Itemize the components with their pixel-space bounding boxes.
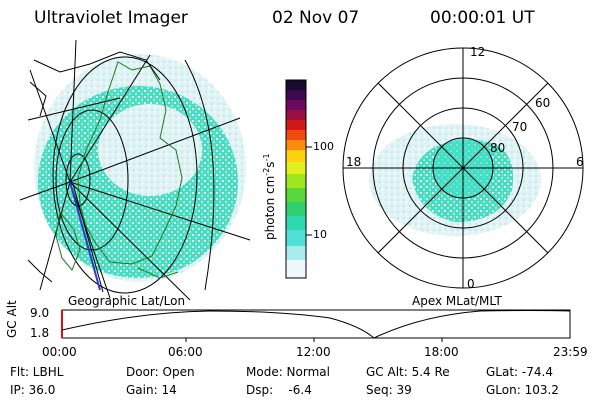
mlt-label-6: 6 [576, 155, 584, 169]
colorbar [285, 79, 312, 279]
altitude-curve [61, 310, 571, 339]
info-mode: Mode: Normal [246, 365, 330, 379]
altitude-plot [61, 309, 571, 342]
info-seq: Seq: 39 [366, 383, 412, 397]
geo-coastlines [55, 61, 183, 279]
polar-panel [342, 47, 584, 289]
altitude-ylabel: GC Alt [5, 300, 19, 338]
info-ip: IP: 36.0 [10, 383, 56, 397]
xtick-2359: 23:59 [553, 345, 588, 359]
xtick-1200: 12:00 [296, 345, 331, 359]
mlat-label-60: 60 [535, 96, 551, 110]
geo-continent-outline [27, 51, 161, 283]
info-gain: Gain: 14 [126, 383, 177, 397]
info-filter: Flt: LBHL [10, 365, 64, 379]
mlt-label-18: 18 [346, 155, 362, 169]
altitude-ytick-top: 9.0 [30, 306, 50, 320]
colorbar-unit-label: photon cm-2s-1 [262, 153, 277, 240]
xtick-0000: 00:00 [42, 345, 77, 359]
mlt-label-12: 12 [470, 45, 486, 59]
info-glat: GLat: -74.4 [486, 365, 553, 379]
xtick-1800: 18:00 [424, 345, 459, 359]
info-door: Door: Open [126, 365, 195, 379]
instrument-title: Ultraviolet Imager [34, 8, 188, 28]
info-dsp: Dsp: -6.4 [246, 383, 312, 397]
time-label: 00:00:01 UT [430, 8, 535, 28]
info-glon: GLon: 103.2 [486, 383, 559, 397]
polar-caption: Apex MLat/MLT [412, 294, 502, 308]
geo-oval-center [98, 104, 202, 196]
geographic-caption: Geographic Lat/Lon [68, 294, 186, 308]
geographic-panel [19, 39, 251, 301]
mlat-label-70: 70 [512, 120, 528, 134]
mlat-label-80: 80 [490, 141, 506, 155]
info-gc-alt: GC Alt: 5.4 Re [366, 365, 450, 379]
xtick-0600: 06:00 [168, 345, 203, 359]
satellite-track [69, 181, 101, 291]
altitude-ytick-bottom: 1.8 [30, 326, 50, 340]
geo-grid [19, 39, 251, 301]
mlt-label-0: 0 [467, 277, 475, 291]
colorbar-tick-10: 10 [313, 228, 327, 241]
colorbar-tick-100: 100 [313, 140, 334, 153]
date-label: 02 Nov 07 [272, 8, 360, 28]
polar-grid [342, 47, 584, 289]
